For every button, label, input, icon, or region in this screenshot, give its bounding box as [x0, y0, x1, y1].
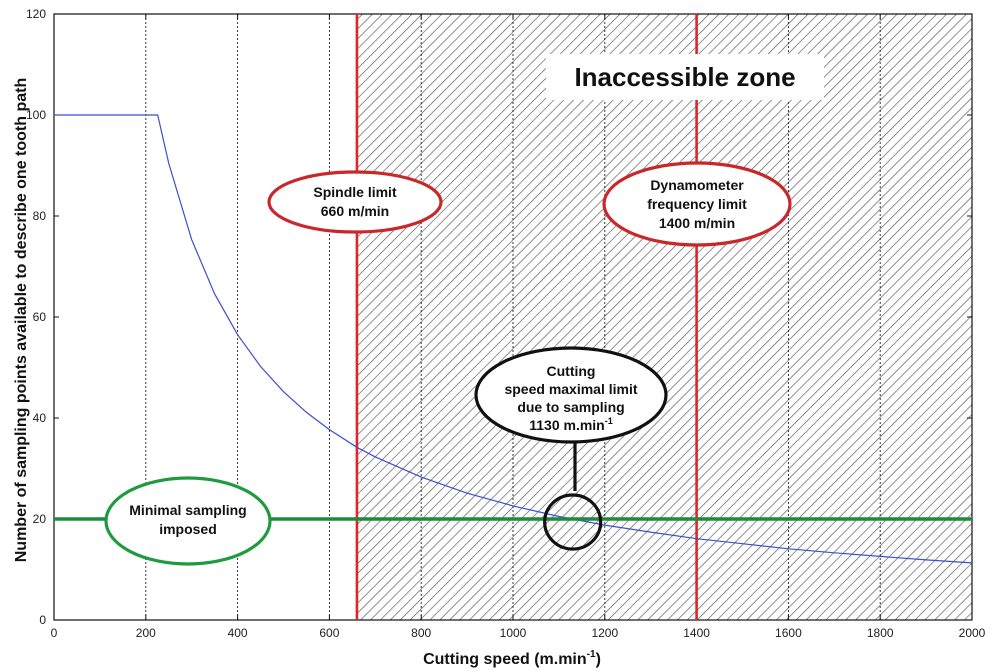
cutting-limit-label: speed maximal limit — [504, 381, 637, 397]
y-tick-label: 120 — [26, 7, 46, 21]
x-axis-title: Cutting speed (m.min-1) — [423, 649, 601, 668]
y-tick-label: 20 — [33, 512, 47, 526]
dynamometer-limit-label: frequency limit — [647, 196, 747, 212]
y-axis-title: Number of sampling points available to d… — [13, 78, 30, 563]
x-tick-label: 1800 — [867, 626, 894, 640]
x-tick-label: 2000 — [959, 626, 986, 640]
x-tick-label: 400 — [228, 626, 248, 640]
y-tick-label: 0 — [39, 613, 46, 627]
spindle-limit-label: Spindle limit — [313, 184, 397, 200]
y-tick-label: 60 — [33, 310, 47, 324]
inaccessible-zone — [356, 14, 972, 620]
axis-ticks: 0 200 400 600 800 1000 1200 1400 1600 1800 2000 0 20… — [26, 7, 986, 640]
x-tick-label: 1400 — [683, 626, 710, 640]
dynamometer-limit-label: 1400 m/min — [659, 215, 735, 231]
spindle-limit-label: 660 m/min — [321, 203, 389, 219]
minimal-sampling-label: imposed — [159, 521, 217, 537]
hatched-zone — [356, 14, 972, 620]
cutting-limit-value: 1130 m.min-1 — [529, 416, 613, 433]
x-tick-label: 1000 — [500, 626, 527, 640]
dynamometer-limit-ellipse — [602, 161, 792, 247]
sampling-curve — [54, 114, 972, 564]
x-tick-label: 1200 — [591, 626, 618, 640]
x-tick-label: 600 — [319, 626, 339, 640]
y-tick-label: 80 — [33, 209, 47, 223]
annotations: Inaccessible zone Spindle limit 660 m/min D… — [104, 54, 824, 566]
x-tick-label: 1600 — [775, 626, 802, 640]
cutting-point-circle — [543, 493, 603, 551]
y-tick-label: 100 — [26, 108, 46, 122]
zone-label-box — [546, 54, 824, 100]
zone-label: Inaccessible zone — [574, 62, 795, 92]
cutting-limit-ellipse — [474, 346, 668, 444]
minimal-sampling-label: Minimal sampling — [129, 502, 246, 518]
cutting-limit-label: due to sampling — [517, 399, 624, 415]
x-tick-label: 800 — [411, 626, 431, 640]
spindle-limit-ellipse — [267, 170, 443, 234]
minimal-sampling-ellipse — [104, 476, 272, 566]
cutting-limit-label: Cutting — [547, 363, 596, 379]
dynamometer-limit-label: Dynamometer — [650, 177, 744, 193]
x-tick-label: 0 — [51, 626, 58, 640]
y-tick-label: 40 — [33, 411, 47, 425]
x-tick-label: 200 — [136, 626, 156, 640]
